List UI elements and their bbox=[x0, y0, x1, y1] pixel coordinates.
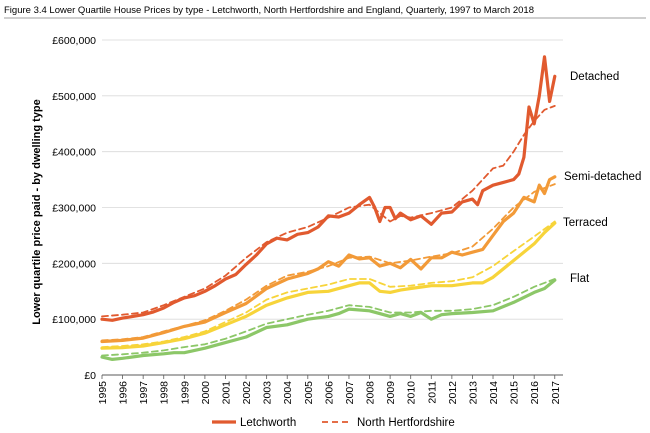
y-tick-label: £0 bbox=[84, 370, 96, 382]
y-tick-label: £200,000 bbox=[52, 258, 96, 270]
x-tick-label: 2010 bbox=[406, 381, 418, 405]
x-axis-ticks: 1995 1996 1997 1998 1999 2000 2001 2002 2003 2004… bbox=[97, 375, 562, 404]
x-tick-label: 2007 bbox=[344, 381, 356, 405]
x-tick-label: 2012 bbox=[447, 381, 459, 405]
x-tick-label: 2000 bbox=[200, 381, 212, 405]
y-axis-label: Lower quartile price paid - by dwelling … bbox=[31, 99, 43, 325]
x-tick-label: 1998 bbox=[159, 381, 171, 405]
type-label-semi-detached: Semi-detached bbox=[564, 171, 641, 183]
type-labels: Detached Semi-detached Terraced Flat bbox=[563, 71, 641, 285]
x-tick-label: 1995 bbox=[97, 381, 109, 405]
x-tick-label: 1999 bbox=[179, 381, 191, 405]
x-tick-label: 2008 bbox=[365, 381, 377, 405]
x-tick-label: 2002 bbox=[241, 381, 253, 405]
x-tick-label: 2015 bbox=[509, 381, 521, 405]
y-axis-ticks: £0 £100,000 £200,000 £300,000 £400,000 £500,0… bbox=[52, 35, 96, 382]
x-tick-label: 2003 bbox=[262, 381, 274, 405]
y-tick-label: £300,000 bbox=[52, 203, 96, 215]
y-tick-label: £600,000 bbox=[52, 35, 96, 47]
series-line-terraced-dashed bbox=[101, 220, 556, 348]
type-label-detached: Detached bbox=[570, 71, 619, 83]
x-tick-label: 1997 bbox=[138, 381, 150, 405]
y-tick-label: £500,000 bbox=[52, 91, 96, 103]
x-tick-label: 2001 bbox=[220, 381, 232, 405]
series-line-flat-solid bbox=[100, 278, 557, 361]
x-tick-label: 2004 bbox=[282, 381, 294, 405]
series-line-flat-dashed bbox=[101, 278, 556, 357]
legend-label-north-hertfordshire: North Hertfordshire bbox=[357, 417, 455, 429]
x-tick-label: 2011 bbox=[426, 381, 438, 404]
chart-title: Figure 3.4 Lower Quartile House Prices b… bbox=[4, 5, 534, 16]
x-tick-label: 2005 bbox=[303, 381, 315, 405]
series-line-terraced-solid bbox=[100, 221, 557, 350]
series-line-detached-solid bbox=[100, 55, 557, 322]
y-tick-label: £100,000 bbox=[52, 314, 96, 326]
legend: Letchworth North Hertfordshire bbox=[212, 417, 455, 429]
x-tick-label: 2014 bbox=[488, 381, 500, 405]
x-tick-label: 2013 bbox=[467, 381, 479, 405]
x-tick-label: 2016 bbox=[529, 381, 541, 405]
legend-label-letchworth: Letchworth bbox=[240, 417, 296, 429]
series-line-detached-dashed bbox=[101, 105, 556, 318]
y-tick-label: £400,000 bbox=[52, 147, 96, 159]
type-label-terraced: Terraced bbox=[563, 217, 608, 229]
x-tick-label: 2017 bbox=[550, 381, 562, 405]
x-tick-label: 1996 bbox=[118, 381, 130, 405]
x-tick-label: 2006 bbox=[323, 381, 335, 405]
x-tick-label: 2009 bbox=[385, 381, 397, 405]
grid-lines bbox=[102, 39, 563, 376]
series-line-semi-detached-dashed bbox=[101, 183, 556, 342]
type-label-flat: Flat bbox=[570, 273, 590, 285]
series-lines bbox=[100, 55, 557, 361]
